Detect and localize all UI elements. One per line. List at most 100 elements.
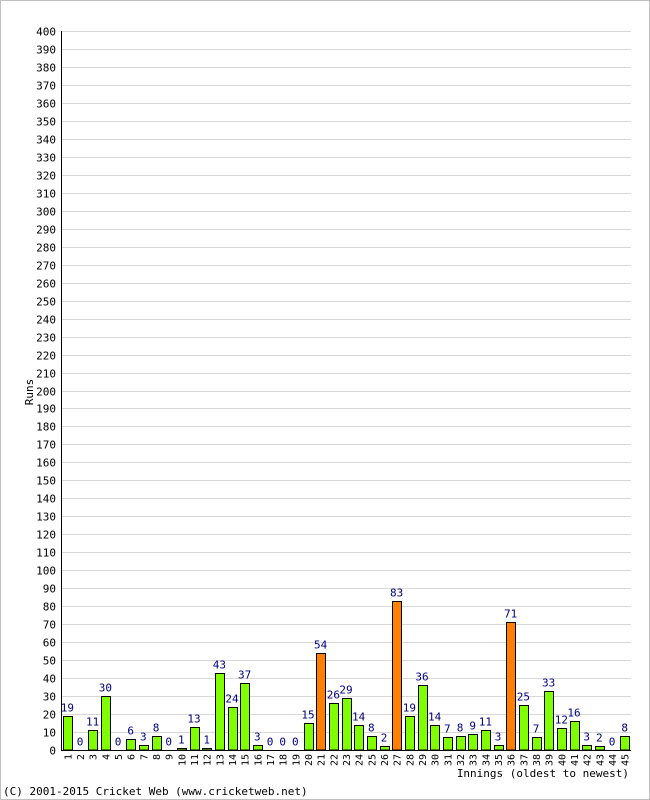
grid-lines — [61, 31, 631, 733]
y-tick-label: 280 — [36, 242, 56, 255]
y-tick-label: 70 — [43, 619, 56, 632]
y-tick-label: 330 — [36, 152, 56, 165]
value-label: 3 — [254, 731, 261, 744]
bar-innings-38 — [532, 737, 542, 751]
x-tick-label: 9 — [165, 754, 176, 760]
value-label: 11 — [479, 716, 492, 729]
value-label: 2 — [596, 732, 603, 745]
y-tick-label: 220 — [36, 350, 56, 363]
x-tick-label: 20 — [304, 754, 315, 766]
bar-innings-26 — [380, 746, 390, 751]
x-tick-label: 24 — [355, 754, 366, 766]
bar-innings-45 — [620, 736, 630, 751]
x-tick-label: 45 — [621, 754, 632, 766]
value-label: 37 — [238, 669, 251, 682]
bar-innings-42 — [582, 745, 592, 751]
y-tick-label: 340 — [36, 134, 56, 147]
y-tick-label: 120 — [36, 529, 56, 542]
x-tick-label: 29 — [418, 754, 429, 766]
x-tick-label: 31 — [443, 754, 454, 766]
value-label: 0 — [279, 736, 286, 749]
bar-innings-12 — [202, 748, 212, 751]
y-tick-label: 210 — [36, 368, 56, 381]
x-tick-label: 11 — [190, 754, 201, 766]
y-tick-label: 150 — [36, 475, 56, 488]
x-tick-label: 27 — [393, 754, 404, 766]
value-label: 1 — [178, 734, 185, 747]
value-label: 11 — [86, 716, 99, 729]
value-label: 83 — [390, 587, 403, 600]
bar-innings-11 — [190, 727, 200, 751]
bar-innings-27 — [392, 601, 402, 751]
y-tick-label: 60 — [43, 637, 56, 650]
y-tick-label: 200 — [36, 386, 56, 399]
bar-innings-21 — [316, 653, 326, 751]
x-axis-ticks: 1 2 3 4 5 6 7 8 9 10 11 12 13 14 15 16 17 18 19 20 21 22 23 24 2… — [63, 754, 631, 766]
x-tick-label: 41 — [570, 754, 581, 766]
bar-innings-22 — [329, 703, 339, 751]
x-tick-label: 25 — [367, 754, 378, 766]
x-tick-label: 37 — [519, 754, 530, 766]
y-axis-ticks: 0 10 20 30 40 50 60 70 80 90 100 110 120 130 140 150 160… — [36, 26, 56, 758]
y-tick-label: 270 — [36, 260, 56, 273]
y-tick-label: 390 — [36, 44, 56, 57]
value-label: 0 — [609, 736, 616, 749]
value-label: 43 — [213, 659, 226, 672]
bar-innings-39 — [544, 691, 554, 751]
x-tick-label: 2 — [76, 754, 87, 760]
y-tick-label: 190 — [36, 403, 56, 416]
y-tick-label: 40 — [43, 673, 56, 686]
value-label: 0 — [292, 736, 299, 749]
y-tick-label: 0 — [49, 745, 56, 758]
x-tick-label: 3 — [89, 754, 100, 760]
x-tick-label: 28 — [405, 754, 416, 766]
bar-innings-34 — [481, 730, 491, 751]
bar-innings-40 — [557, 728, 567, 751]
value-label: 3 — [140, 731, 147, 744]
y-tick-label: 380 — [36, 62, 56, 75]
y-tick-label: 310 — [36, 188, 56, 201]
value-label: 71 — [504, 608, 517, 621]
x-tick-label: 42 — [583, 754, 594, 766]
copyright-footer: (C) 2001-2015 Cricket Web (www.cricketwe… — [3, 785, 308, 798]
bar-innings-28 — [405, 716, 415, 751]
bar-innings-20 — [304, 723, 314, 751]
value-label: 1 — [203, 734, 210, 747]
bar-innings-33 — [468, 734, 478, 751]
bar-innings-32 — [456, 736, 466, 751]
bars — [63, 601, 630, 751]
value-label: 15 — [301, 709, 314, 722]
x-tick-label: 39 — [545, 754, 556, 766]
y-tick-label: 100 — [36, 565, 56, 578]
y-tick-label: 290 — [36, 224, 56, 237]
value-label: 8 — [153, 722, 160, 735]
y-tick-label: 260 — [36, 278, 56, 291]
x-tick-label: 36 — [507, 754, 518, 766]
y-tick-label: 320 — [36, 170, 56, 183]
y-tick-label: 90 — [43, 583, 56, 596]
x-tick-label: 12 — [203, 754, 214, 766]
bar-innings-36 — [506, 622, 516, 751]
value-label: 0 — [115, 736, 122, 749]
y-tick-label: 370 — [36, 80, 56, 93]
x-tick-label: 14 — [228, 754, 239, 766]
y-tick-label: 130 — [36, 511, 56, 524]
value-label: 54 — [314, 639, 328, 652]
bar-innings-29 — [418, 685, 428, 751]
bar-innings-35 — [494, 745, 504, 751]
value-label: 30 — [99, 682, 112, 695]
bar-innings-43 — [595, 746, 605, 751]
bar-innings-8 — [152, 736, 162, 751]
x-tick-label: 23 — [342, 754, 353, 766]
bar-innings-31 — [443, 737, 453, 751]
x-tick-label: 21 — [317, 754, 328, 766]
bar-innings-4 — [101, 696, 111, 751]
x-tick-label: 38 — [532, 754, 543, 766]
value-label: 8 — [457, 722, 464, 735]
x-tick-label: 40 — [557, 754, 568, 766]
value-label: 16 — [567, 707, 580, 720]
value-label: 13 — [187, 713, 200, 726]
x-axis-label: Innings (oldest to newest) — [457, 767, 629, 780]
bar-innings-1 — [63, 716, 73, 751]
